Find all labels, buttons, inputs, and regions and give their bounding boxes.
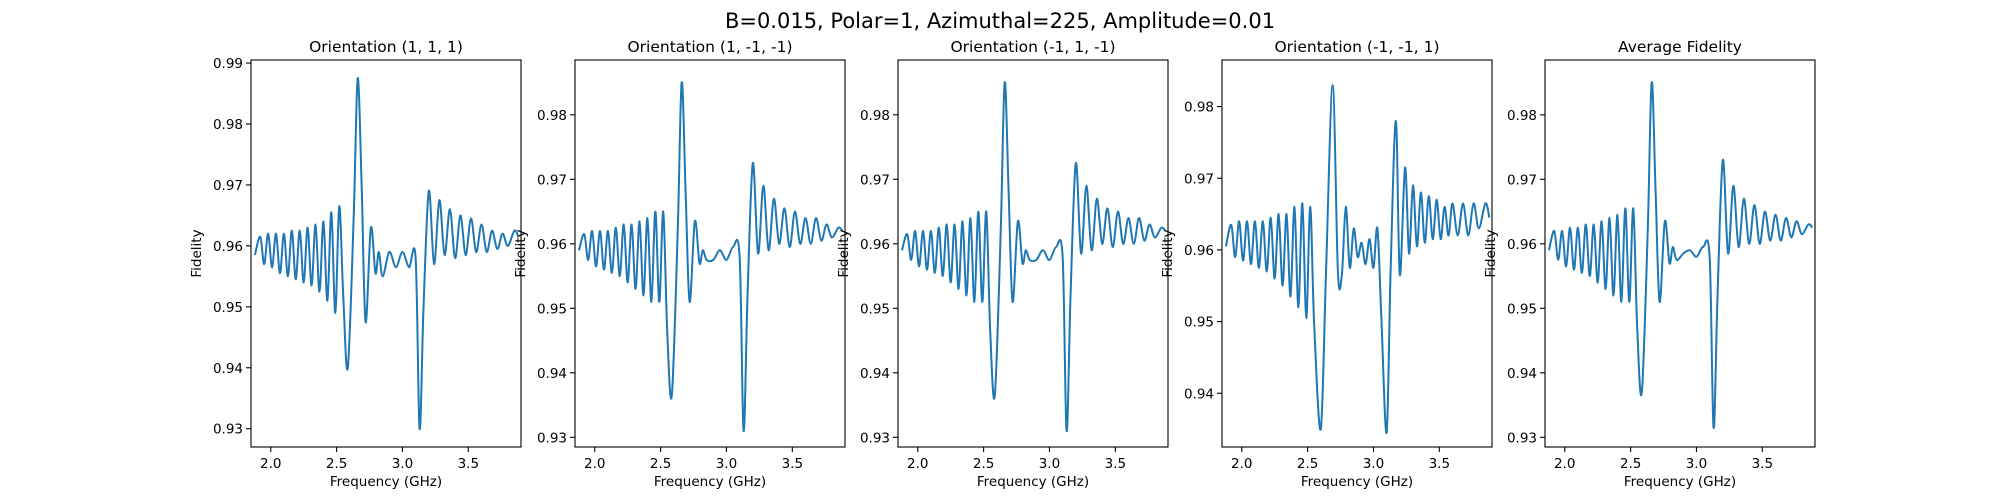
x-axis-label: Frequency (GHz) [1301,474,1413,490]
subplot-title: Orientation (1, -1, -1) [627,38,792,56]
x-tick-label: 2.5 [973,456,994,472]
y-tick-label: 0.98 [860,108,890,124]
y-tick-label: 0.95 [860,301,890,317]
x-tick-label: 3.0 [392,456,413,472]
y-tick-label: 0.95 [537,301,567,317]
y-tick-label: 0.93 [213,422,243,438]
x-tick-label: 3.0 [1363,456,1384,472]
y-tick-label: 0.94 [213,361,243,377]
y-tick-label: 0.95 [1184,315,1214,331]
subplot-title: Orientation (-1, -1, 1) [1274,38,1439,56]
fidelity-series-line [577,81,844,432]
subplot-5: Average Fidelity 2.0 2.5 3.0 3.5 0.93 0.94 0.95… [1483,38,1816,490]
subplot-title: Average Fidelity [1618,38,1742,56]
subplot-title: Orientation (-1, 1, -1) [950,38,1115,56]
y-tick-label: 0.96 [1184,243,1214,259]
y-tick-label: 0.98 [1507,108,1537,124]
x-tick-label: 2.0 [260,456,281,472]
y-tick-label: 0.95 [213,300,243,316]
x-axis-label: Frequency (GHz) [654,474,766,490]
y-tick-label: 0.94 [860,366,890,382]
y-tick-label: 0.97 [537,172,567,188]
x-axis-label: Frequency (GHz) [330,474,442,490]
y-axis-label: Fidelity [836,229,852,277]
y-tick-label: 0.94 [1507,366,1537,382]
y-tick-label: 0.93 [1507,430,1537,446]
x-axis-label: Frequency (GHz) [977,474,1089,490]
plot-frame [897,59,1169,448]
x-tick-label: 2.5 [1297,456,1318,472]
y-axis-label: Fidelity [189,229,205,277]
y-tick-label: 0.96 [860,237,890,253]
y-tick-label: 0.97 [213,178,243,194]
y-tick-label: 0.93 [537,430,567,446]
y-axis-label: Fidelity [1483,229,1499,277]
y-tick-label: 0.93 [860,430,890,446]
fidelity-series-line [900,81,1167,432]
y-axis-label: Fidelity [1160,229,1176,277]
subplot-3: Orientation (-1, 1, -1) 2.0 2.5 3.0 3.5 0.93 0… [836,38,1169,490]
x-tick-label: 3.0 [1039,456,1060,472]
y-tick-label: 0.94 [537,366,567,382]
y-tick-label: 0.96 [1507,237,1537,253]
subplot-4: Orientation (-1, -1, 1) 2.0 2.5 3.0 3.5 0.94 0… [1160,38,1493,490]
plot-frame [1221,59,1493,448]
y-tick-label: 0.98 [537,108,567,124]
x-tick-label: 2.5 [650,456,671,472]
fidelity-series-line [253,77,520,430]
x-tick-label: 2.0 [907,456,928,472]
x-tick-label: 3.5 [1429,456,1450,472]
y-tick-label: 0.95 [1507,301,1537,317]
fidelity-series-line [1547,81,1814,429]
fidelity-series-line [1224,84,1491,434]
y-tick-label: 0.97 [1184,171,1214,187]
x-tick-label: 3.5 [1752,456,1773,472]
x-axis-label: Frequency (GHz) [1624,474,1736,490]
subplot-2: Orientation (1, -1, -1) 2.0 2.5 3.0 3.5 0.93 0… [513,38,846,490]
plot-frame [574,59,846,448]
x-tick-label: 2.0 [584,456,605,472]
figure-suptitle: B=0.015, Polar=1, Azimuthal=225, Amplitu… [725,9,1275,33]
subplot-title: Orientation (1, 1, 1) [309,38,463,56]
y-axis-label: Fidelity [513,229,529,277]
x-tick-label: 3.5 [1105,456,1126,472]
x-tick-label: 2.5 [326,456,347,472]
x-tick-label: 2.5 [1620,456,1641,472]
y-tick-label: 0.96 [213,239,243,255]
subplot-panels: Orientation (1, 1, 1) 2.0 2.5 3.0 3.5 0.93 0.9… [189,38,1816,490]
plot-frame [1544,59,1816,448]
subplot-1: Orientation (1, 1, 1) 2.0 2.5 3.0 3.5 0.93 0.9… [189,38,522,490]
y-tick-label: 0.97 [1507,172,1537,188]
y-tick-label: 0.97 [860,172,890,188]
x-tick-label: 3.0 [1686,456,1707,472]
y-tick-label: 0.94 [1184,386,1214,402]
x-tick-label: 2.0 [1554,456,1575,472]
x-tick-label: 3.5 [458,456,479,472]
x-tick-label: 2.0 [1231,456,1252,472]
y-tick-label: 0.98 [213,117,243,133]
x-tick-label: 3.0 [716,456,737,472]
y-tick-label: 0.99 [213,56,243,72]
y-tick-label: 0.98 [1184,100,1214,116]
x-tick-label: 3.5 [782,456,803,472]
y-tick-label: 0.96 [537,237,567,253]
plot-frame [250,59,522,448]
